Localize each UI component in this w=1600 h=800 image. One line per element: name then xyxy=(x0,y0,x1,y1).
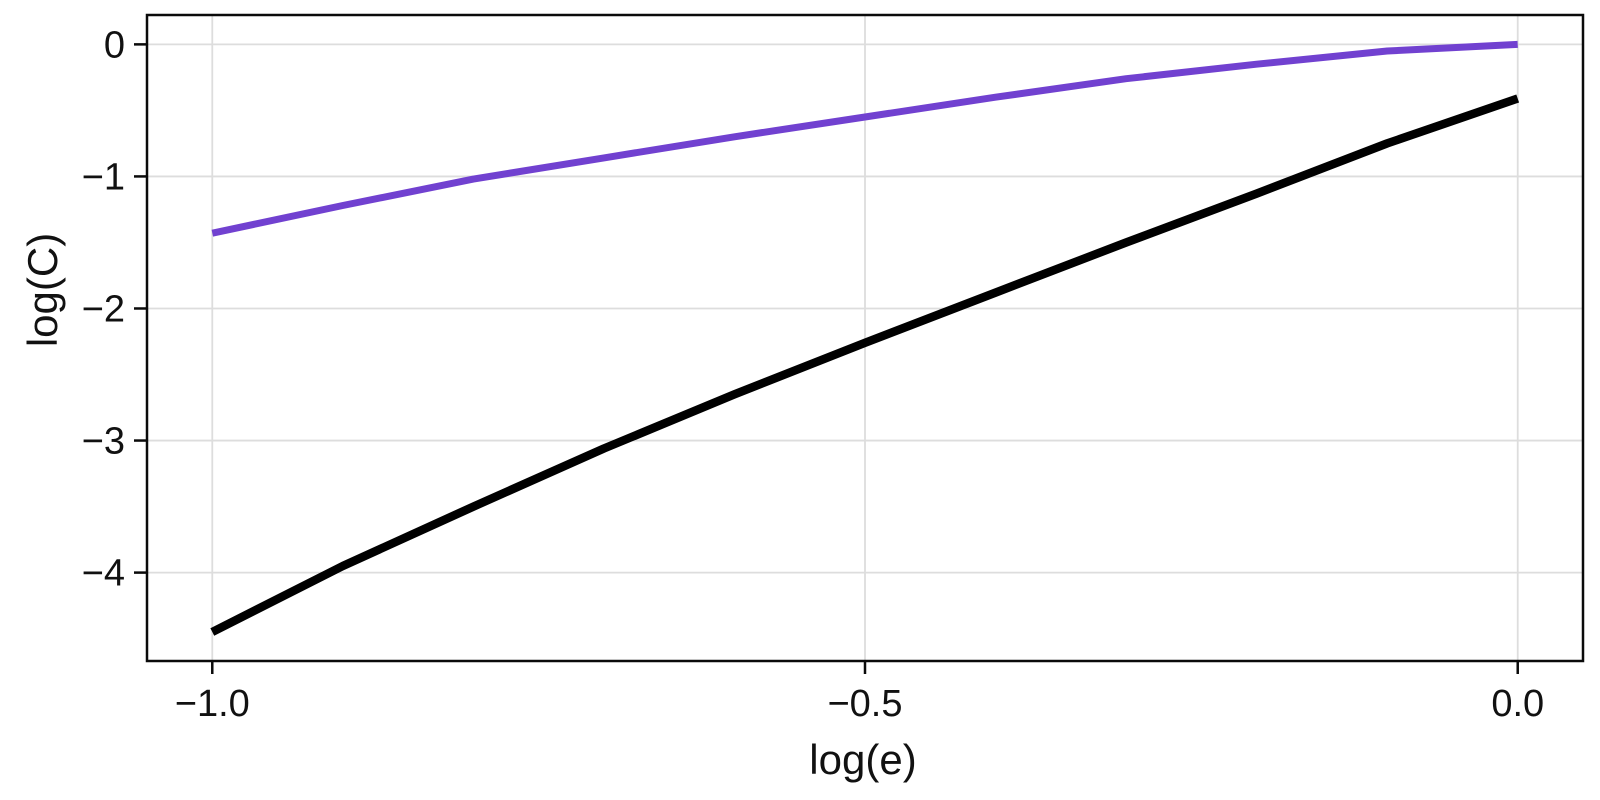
x-axis-title: log(e) xyxy=(809,736,916,783)
x-tick-label: −1.0 xyxy=(175,683,250,725)
y-tick-label: −4 xyxy=(82,553,125,595)
data-series xyxy=(210,40,1520,636)
y-tick-label: −3 xyxy=(82,421,125,463)
x-tick-label: 0.0 xyxy=(1491,683,1544,725)
tick-labels: −1.0 −0.5 0.0 0 −1 −2 −3 −4 xyxy=(82,24,1544,725)
axis-ticks xyxy=(134,43,1519,674)
y-tick-label: −1 xyxy=(82,156,125,198)
y-tick-label: 0 xyxy=(104,24,125,66)
x-tick-label: −0.5 xyxy=(827,683,902,725)
y-axis-title: log(C) xyxy=(19,233,66,347)
series-purple-line xyxy=(211,40,1518,237)
y-tick-label: −2 xyxy=(82,288,125,330)
series-black-line xyxy=(210,94,1520,636)
gridlines xyxy=(147,15,1583,661)
